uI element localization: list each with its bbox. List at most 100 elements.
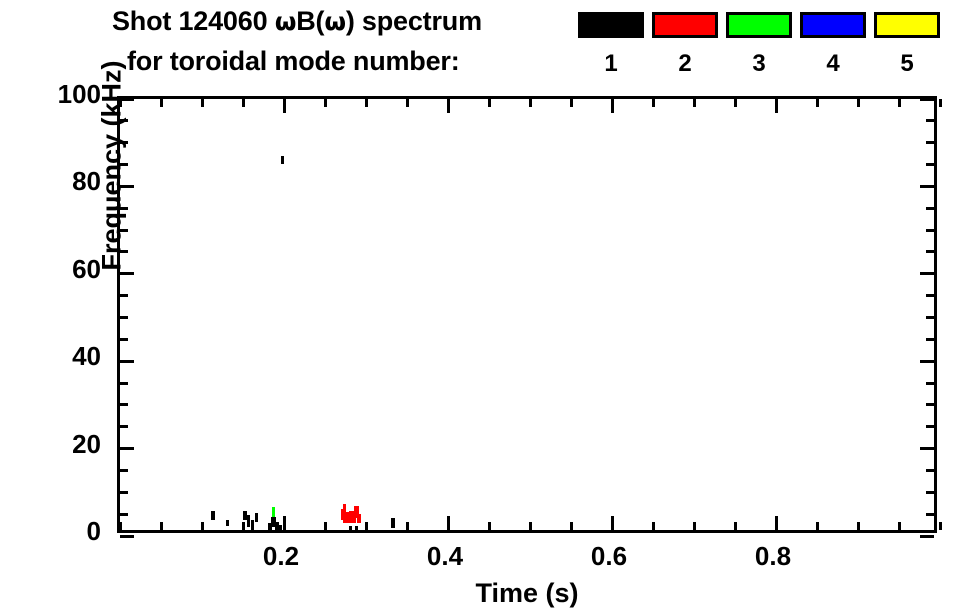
- x-tick-minor: [364, 99, 368, 107]
- y-tick-minor: [926, 490, 934, 494]
- x-tick-minor: [487, 99, 491, 107]
- data-mark-mode-2: [348, 510, 356, 523]
- y-tick-label: 20: [72, 428, 101, 459]
- legend-item-mode-4[interactable]: 4: [800, 12, 866, 76]
- y-tick-minor: [926, 228, 934, 232]
- y-tick-minor: [120, 206, 128, 210]
- y-tick-major: [120, 359, 134, 363]
- y-tick-major: [920, 534, 934, 538]
- x-tick-minor: [528, 522, 532, 530]
- chart-header: Shot 124060 ωB(ω) spectrum for toroidal …: [0, 0, 963, 92]
- y-tick-minor: [926, 250, 934, 254]
- x-tick-minor: [733, 522, 737, 530]
- legend-swatch-mode-4: [800, 12, 866, 38]
- chart-title-mid: B(: [296, 6, 325, 36]
- x-tick-label: 0.2: [262, 541, 300, 571]
- y-tick-minor: [926, 141, 934, 145]
- plot-data-area: [120, 99, 934, 530]
- y-tick-minor: [120, 425, 128, 429]
- data-mark-mode-1: [279, 525, 283, 530]
- legend-label-mode-4: 4: [826, 50, 840, 77]
- omega-symbol-2: ω: [324, 7, 346, 36]
- x-tick-minor: [897, 522, 901, 530]
- data-mark-mode-1: [270, 517, 276, 528]
- legend-item-mode-1[interactable]: 1: [578, 12, 644, 76]
- y-tick-minor: [926, 294, 934, 298]
- data-mark-mode-1: [391, 517, 396, 528]
- data-mark-mode-2: [343, 503, 347, 513]
- y-tick-minor: [120, 337, 128, 341]
- y-tick-major: [920, 184, 934, 188]
- data-mark-mode-2: [342, 512, 352, 524]
- y-tick-minor: [926, 206, 934, 210]
- y-tick-minor: [120, 228, 128, 232]
- x-tick-minor: [528, 99, 532, 107]
- x-tick-minor: [815, 522, 819, 530]
- y-tick-minor: [120, 119, 128, 123]
- x-tick-major: [774, 516, 778, 530]
- legend-label-mode-5: 5: [900, 50, 914, 77]
- x-tick-minor: [159, 99, 163, 107]
- x-tick-major: [282, 516, 286, 530]
- legend-item-mode-2[interactable]: 2: [652, 12, 718, 76]
- x-tick-major: [610, 99, 614, 113]
- y-tick-minor: [120, 294, 128, 298]
- data-mark-mode-1: [274, 521, 279, 530]
- x-tick-minor: [118, 99, 122, 107]
- y-tick-minor: [120, 141, 128, 145]
- x-tick-minor: [200, 522, 204, 530]
- y-axis-title: Frequency (kHz): [96, 60, 127, 271]
- data-mark-mode-2: [353, 505, 359, 518]
- legend-swatch-mode-2: [652, 12, 718, 38]
- legend-item-mode-5[interactable]: 5: [874, 12, 940, 76]
- legend-label-mode-3: 3: [752, 50, 766, 77]
- x-tick-minor: [241, 522, 245, 530]
- x-tick-minor: [692, 99, 696, 107]
- legend: 1 2 3 4 5: [578, 12, 958, 90]
- x-tick-minor: [487, 522, 491, 530]
- x-tick-major: [774, 99, 778, 113]
- x-tick-minor: [815, 99, 819, 107]
- y-tick-major: [120, 534, 134, 538]
- data-mark-mode-1: [280, 156, 284, 165]
- x-tick-minor: [569, 99, 573, 107]
- y-tick-minor: [120, 403, 128, 407]
- legend-swatch-mode-3: [726, 12, 792, 38]
- y-tick-minor: [926, 316, 934, 319]
- x-tick-minor: [323, 522, 327, 530]
- y-tick-major: [120, 184, 134, 188]
- x-tick-minor: [651, 99, 655, 107]
- x-tick-minor: [323, 99, 327, 107]
- y-tick-minor: [926, 337, 934, 341]
- y-tick-major: [920, 272, 934, 276]
- y-tick-minor: [926, 381, 934, 385]
- y-tick-major: [120, 447, 134, 451]
- x-tick-minor: [651, 522, 655, 530]
- omega-symbol-1: ω: [274, 7, 297, 36]
- legend-label-mode-1: 1: [604, 50, 618, 77]
- x-tick-minor: [405, 99, 409, 107]
- y-tick-major: [120, 97, 134, 101]
- y-tick-label: 40: [72, 341, 101, 372]
- legend-swatch-mode-1: [578, 12, 644, 38]
- data-mark-mode-1: [254, 513, 258, 523]
- legend-label-mode-2: 2: [678, 50, 692, 77]
- y-tick-major: [120, 272, 134, 276]
- x-tick-minor: [856, 99, 860, 107]
- data-mark-mode-1: [348, 525, 352, 530]
- plot-frame: [117, 96, 942, 538]
- x-tick-minor: [938, 99, 942, 107]
- y-tick-minor: [926, 512, 934, 516]
- y-tick-minor: [120, 468, 128, 472]
- data-mark-mode-1: [225, 519, 229, 526]
- chart-title-line-2: for toroidal mode number:: [127, 46, 460, 76]
- y-tick-minor: [926, 468, 934, 472]
- data-mark-mode-2: [357, 514, 362, 524]
- x-tick-minor: [364, 522, 368, 530]
- y-tick-minor: [120, 316, 128, 319]
- y-tick-major: [920, 359, 934, 363]
- legend-item-mode-3[interactable]: 3: [726, 12, 792, 76]
- x-tick-label: 0.6: [590, 541, 628, 571]
- x-tick-minor: [200, 99, 204, 107]
- x-tick-minor: [733, 99, 737, 107]
